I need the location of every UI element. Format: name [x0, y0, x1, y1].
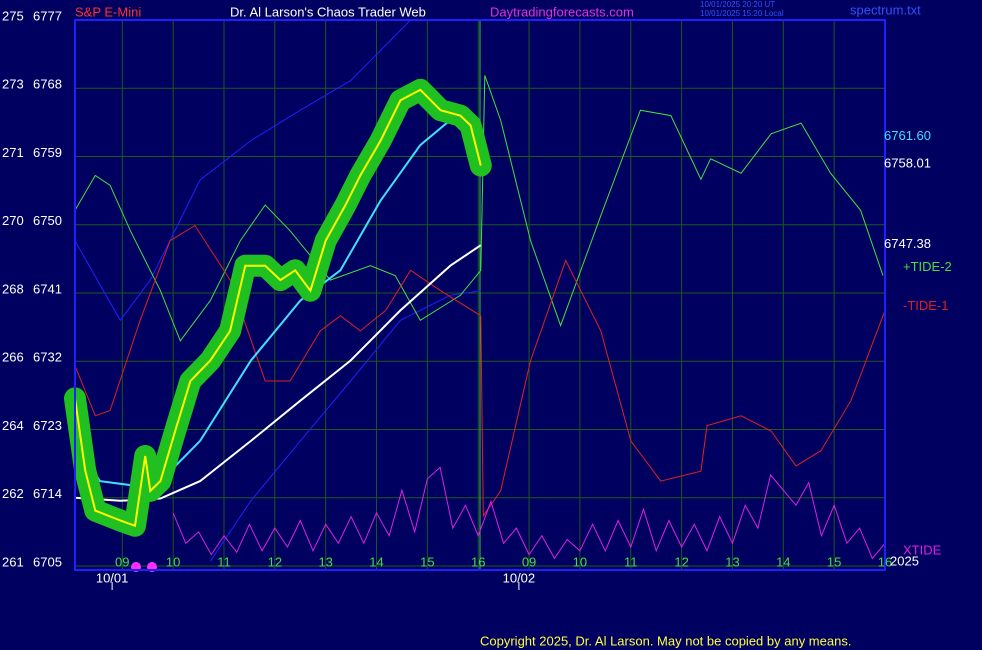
value-label: 6758.01	[884, 155, 931, 170]
x-tick-label: 10	[573, 554, 587, 569]
symbol: S&P E-Mini	[75, 4, 141, 19]
y-alt-label: 262	[2, 486, 24, 501]
legend-label: +TIDE-2	[903, 259, 952, 274]
series-line	[172, 466, 886, 560]
y-alt-label: 273	[2, 77, 24, 92]
legend-label: -TIDE-1	[903, 298, 949, 313]
x-tick-label: 13	[318, 554, 332, 569]
x-tick-label: 15	[420, 554, 434, 569]
date-label: 10/01	[96, 570, 129, 585]
x-tick-label: 09	[115, 554, 129, 569]
x-tick-label: 14	[776, 554, 790, 569]
y-tick-label: 6705	[33, 554, 62, 569]
x-tick-label: 10	[166, 554, 180, 569]
value-label: 6761.60	[884, 128, 931, 143]
x-tick-label: 13	[725, 554, 739, 569]
series-line	[74, 88, 482, 528]
y-tick-label: 6768	[33, 77, 62, 92]
x-tick-label: 14	[369, 554, 383, 569]
y-tick-label: 6732	[33, 350, 62, 365]
x-tick-label: 11	[217, 554, 231, 569]
file-name: spectrum.txt	[850, 2, 921, 17]
x-tick-label: 09	[522, 554, 536, 569]
x-tick-label: 11	[624, 554, 638, 569]
date-label: 10/02	[503, 570, 536, 585]
series-line	[74, 224, 886, 518]
copyright: Copyright 2025, Dr. Al Larson. May not b…	[480, 633, 851, 648]
y-alt-label: 275	[2, 8, 24, 23]
x-tick-label: 16	[471, 554, 485, 569]
y-alt-label: 268	[2, 281, 24, 296]
y-tick-label: 6759	[33, 145, 62, 160]
y-tick-label: 6741	[33, 281, 62, 296]
y-alt-label: 261	[2, 554, 24, 569]
x-tick-label: 15	[827, 554, 841, 569]
y-tick-label: 6777	[33, 8, 62, 23]
series-line	[74, 19, 411, 322]
time-ut: 10/01/2025 20:20 UT	[700, 0, 775, 9]
time-local: 10/01/2025 15:20 Local	[700, 9, 784, 18]
y-tick-label: 6714	[33, 486, 62, 501]
y-tick-label: 6723	[33, 418, 62, 433]
site: Daytradingforecasts.com	[490, 4, 634, 19]
y-tick-label: 6750	[33, 213, 62, 228]
x-tick-label: 12	[674, 554, 688, 569]
plot-border	[74, 19, 886, 571]
year-label: 2025	[890, 553, 919, 568]
series-line	[209, 290, 481, 562]
y-alt-label: 264	[2, 418, 24, 433]
x-tick-label: 12	[268, 554, 282, 569]
chart-title: Dr. Al Larson's Chaos Trader Web	[230, 4, 426, 19]
series-line	[74, 75, 884, 342]
legend-label: XTIDE	[903, 543, 942, 558]
y-alt-label: 266	[2, 350, 24, 365]
y-alt-label: 271	[2, 145, 24, 160]
y-alt-label: 270	[2, 213, 24, 228]
value-label: 6747.38	[884, 236, 931, 251]
x-tick-label: 16	[878, 554, 892, 569]
